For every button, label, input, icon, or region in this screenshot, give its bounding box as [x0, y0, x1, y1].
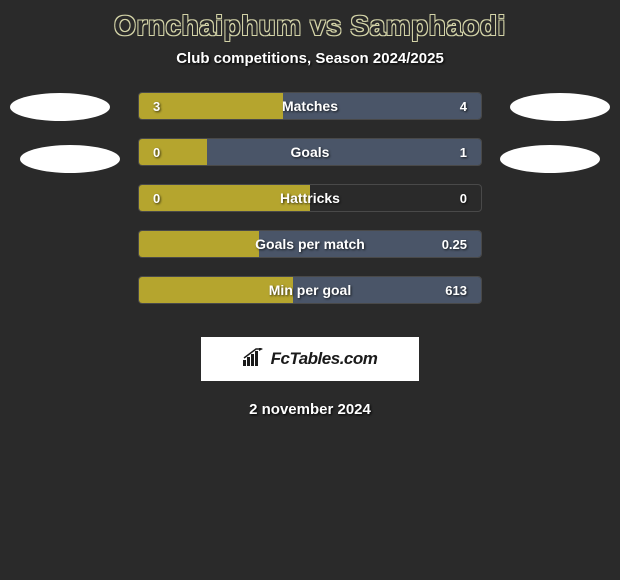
stats-area: 3 Matches 4 0 Goals 1 0 Hattricks 0 Goals per mat…: [0, 92, 620, 322]
stat-right-value: 613: [445, 283, 467, 298]
logo-text: FcTables.com: [271, 349, 378, 369]
avatar-placeholder-left-1: [10, 93, 110, 121]
avatar-placeholder-right-2: [500, 145, 600, 173]
subtitle: Club competitions, Season 2024/2025: [0, 50, 620, 67]
stat-left-value: 0: [153, 145, 160, 160]
stat-right-value: 1: [460, 145, 467, 160]
bar-content: 0 Goals 1: [139, 139, 481, 165]
stat-row: Goals per match 0.25: [138, 230, 482, 258]
stat-left-value: 3: [153, 99, 160, 114]
comparison-card: Ornchaiphum vs Samphaodi Club competitio…: [0, 0, 620, 428]
avatar-placeholder-right-1: [510, 93, 610, 121]
bar-content: Goals per match 0.25: [139, 231, 481, 257]
stat-row: 3 Matches 4: [138, 92, 482, 120]
stat-label: Matches: [282, 98, 338, 114]
stat-row: Min per goal 613: [138, 276, 482, 304]
stat-row: 0 Hattricks 0: [138, 184, 482, 212]
stat-left-value: 0: [153, 191, 160, 206]
page-title: Ornchaiphum vs Samphaodi: [0, 10, 620, 42]
bars-container: 3 Matches 4 0 Goals 1 0 Hattricks 0 Goals per mat…: [138, 92, 482, 322]
date-text: 2 november 2024: [0, 401, 620, 418]
stat-label: Hattricks: [280, 190, 340, 206]
stat-label: Min per goal: [269, 282, 351, 298]
avatar-placeholder-left-2: [20, 145, 120, 173]
stat-right-value: 0: [460, 191, 467, 206]
logo-box[interactable]: FcTables.com: [201, 337, 419, 381]
stat-label: Goals per match: [255, 236, 365, 252]
stat-label: Goals: [291, 144, 330, 160]
bar-content: 0 Hattricks 0: [139, 185, 481, 211]
bar-content: 3 Matches 4: [139, 93, 481, 119]
chart-icon: [243, 348, 265, 371]
stat-row: 0 Goals 1: [138, 138, 482, 166]
stat-right-value: 0.25: [442, 237, 467, 252]
bar-content: Min per goal 613: [139, 277, 481, 303]
stat-right-value: 4: [460, 99, 467, 114]
